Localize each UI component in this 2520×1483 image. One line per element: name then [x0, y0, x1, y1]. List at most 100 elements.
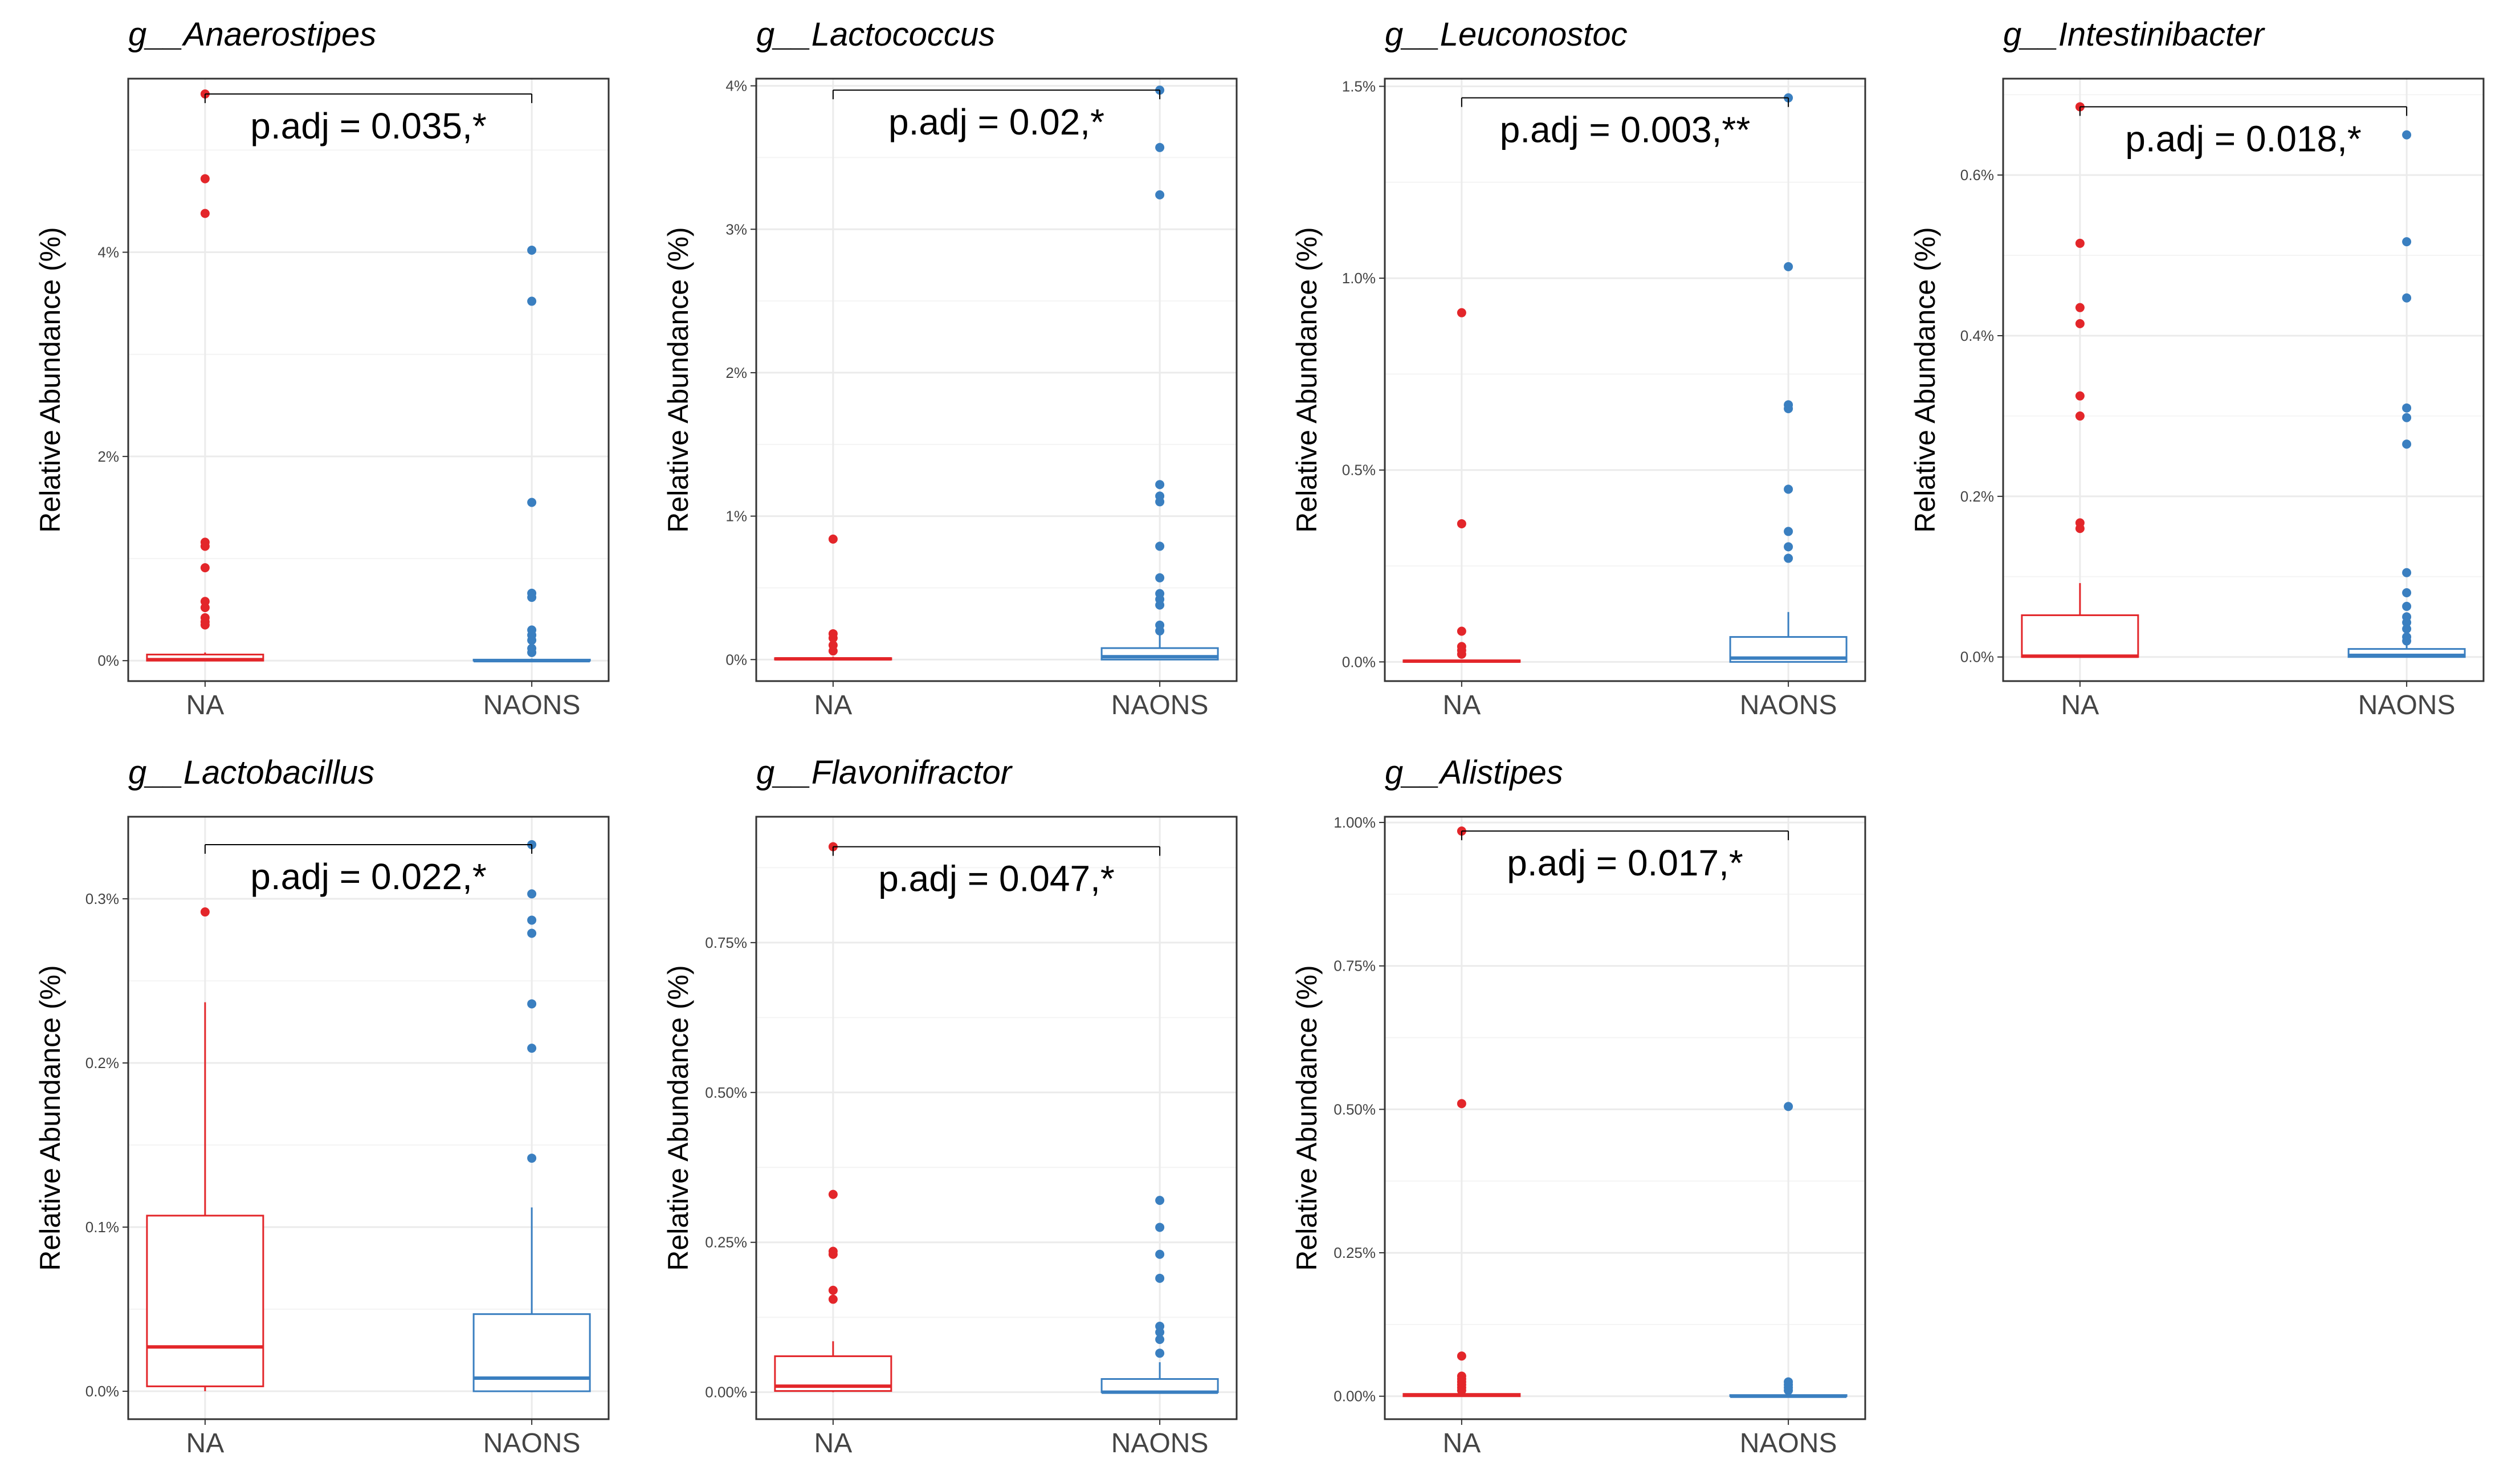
- outlier-point: [527, 1044, 537, 1053]
- outlier-point: [1155, 573, 1165, 582]
- chart-title: g__Lactococcus: [756, 16, 995, 53]
- x-tick-label: NAONS: [1740, 1428, 1837, 1458]
- y-tick-label: 2%: [97, 448, 119, 465]
- outlier-point: [1155, 1335, 1165, 1345]
- outlier-point: [527, 593, 537, 602]
- outlier-point: [527, 245, 537, 255]
- box-iqr: [2021, 614, 2139, 658]
- outlier-point: [2402, 439, 2412, 449]
- outlier-point: [2402, 618, 2412, 628]
- y-tick-label: 2%: [725, 364, 747, 381]
- outlier-point: [2075, 411, 2085, 421]
- box-iqr: [1100, 1378, 1219, 1394]
- y-tick-label: 0.0%: [1342, 653, 1376, 670]
- outlier-point: [1155, 1327, 1165, 1337]
- x-tick-label: NA: [1443, 690, 1481, 720]
- box-na: [2021, 102, 2139, 658]
- outlier-point: [1155, 1223, 1165, 1232]
- outlier-point: [1784, 1386, 1793, 1395]
- outlier-point: [2075, 524, 2085, 533]
- panel-border: [1384, 816, 1866, 1420]
- y-tick-label: 0.00%: [1334, 1388, 1376, 1405]
- box-naons: [1100, 85, 1219, 661]
- chart-panel: g__Lactobacillus Relative Abundance (%) 0.…: [34, 754, 610, 1458]
- outlier-point: [1457, 649, 1466, 659]
- outlier-point: [527, 1154, 537, 1163]
- panel-border: [127, 78, 610, 682]
- y-tick-label: 1.0%: [1342, 270, 1376, 287]
- outlier-point: [1457, 1351, 1466, 1361]
- chart-title: g__Flavonifractor: [756, 754, 1013, 791]
- box-naons: [472, 245, 591, 663]
- y-tick-label: 1.5%: [1342, 78, 1376, 95]
- chart-title: g__Anaerostipes: [128, 16, 376, 53]
- outlier-point: [1155, 142, 1165, 152]
- y-tick-label: 0.4%: [1960, 327, 1994, 344]
- outlier-point: [2402, 601, 2412, 611]
- outlier-point: [527, 296, 537, 306]
- outlier-point: [1784, 553, 1793, 563]
- y-tick-label: 0.2%: [1960, 488, 1994, 505]
- chart-title: g__Lactobacillus: [128, 754, 374, 791]
- y-tick-label: 1.00%: [1334, 814, 1376, 831]
- outlier-point: [1155, 1249, 1165, 1259]
- box-naons: [1729, 1102, 1848, 1398]
- outlier-point: [2402, 636, 2412, 646]
- outlier-point: [1155, 600, 1165, 610]
- outlier-point: [200, 563, 210, 573]
- x-tick-label: NA: [1443, 1428, 1481, 1458]
- outlier-point: [200, 620, 210, 630]
- chart-panel: g__Anaerostipes Relative Abundance (%) 0% 2…: [34, 16, 610, 720]
- significance-label: p.adj = 0.022,*: [250, 856, 487, 897]
- y-tick-label: 0.75%: [1334, 958, 1376, 975]
- panel-border: [2002, 78, 2485, 682]
- box-iqr: [146, 1215, 264, 1387]
- outlier-point: [1784, 1102, 1793, 1111]
- outlier-point: [1155, 541, 1165, 551]
- y-axis-label: Relative Abundance (%): [662, 227, 694, 532]
- outlier-point: [1457, 1099, 1466, 1109]
- x-tick-label: NAONS: [483, 690, 581, 720]
- outlier-point: [1784, 484, 1793, 494]
- y-tick-label: 0.50%: [1334, 1101, 1376, 1118]
- significance-label: p.adj = 0.017,*: [1507, 842, 1743, 883]
- y-tick-label: 3%: [725, 221, 747, 238]
- chart-panel: g__Intestinibacter Relative Abundance (%)…: [1909, 16, 2485, 720]
- outlier-point: [828, 1249, 838, 1259]
- significance-label: p.adj = 0.047,*: [878, 858, 1115, 899]
- chart-panel: g__Leuconostoc Relative Abundance (%) 0.0%…: [1291, 16, 1866, 720]
- outlier-point: [2075, 319, 2085, 328]
- outlier-point: [828, 633, 838, 643]
- outlier-point: [2402, 293, 2412, 303]
- y-tick-label: 4%: [97, 244, 119, 261]
- significance-label: p.adj = 0.035,*: [250, 105, 487, 146]
- chart-panel: g__Flavonifractor Relative Abundance (%) 0…: [662, 754, 1238, 1458]
- outlier-point: [1155, 1196, 1165, 1205]
- y-tick-label: 0.25%: [1334, 1244, 1376, 1261]
- box-naons: [1100, 1196, 1219, 1394]
- y-tick-label: 4%: [725, 78, 747, 95]
- outlier-point: [200, 541, 210, 551]
- panel-border: [1384, 78, 1866, 682]
- outlier-point: [1457, 519, 1466, 528]
- outlier-point: [2402, 588, 2412, 597]
- x-tick-label: NA: [814, 1428, 853, 1458]
- chart-title: g__Alistipes: [1385, 754, 1563, 791]
- box-naons: [472, 840, 591, 1392]
- y-tick-label: 0.6%: [1960, 166, 1994, 184]
- chart-panel: g__Alistipes Relative Abundance (%) 0.00% 0…: [1291, 754, 1866, 1458]
- y-axis-label: Relative Abundance (%): [1291, 227, 1323, 532]
- outlier-point: [828, 646, 838, 656]
- box-na: [1402, 308, 1521, 663]
- x-tick-label: NA: [186, 690, 225, 720]
- outlier-point: [527, 915, 537, 925]
- outlier-point: [200, 174, 210, 184]
- box-na: [146, 907, 264, 1392]
- y-axis-label: Relative Abundance (%): [34, 965, 66, 1270]
- box-naons: [1729, 93, 1848, 663]
- outlier-point: [2075, 238, 2085, 248]
- outlier-point: [2402, 413, 2412, 422]
- y-tick-label: 1%: [725, 508, 747, 525]
- outlier-point: [1155, 1273, 1165, 1283]
- outlier-point: [2402, 403, 2412, 413]
